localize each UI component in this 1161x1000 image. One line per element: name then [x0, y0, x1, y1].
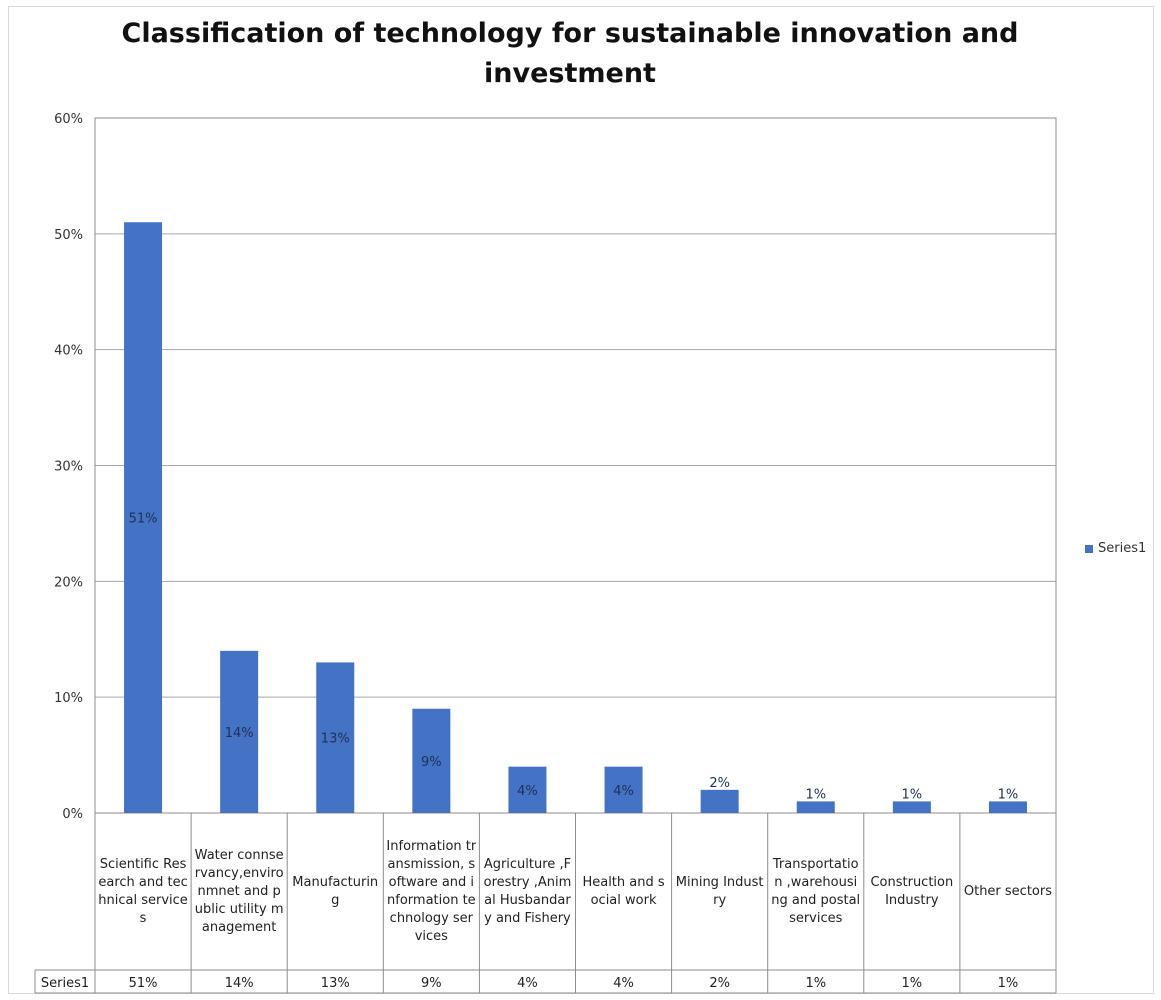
table-series-name: Series1 [41, 976, 89, 991]
category-label: Health and social work [582, 874, 665, 908]
y-tick-label: 40% [54, 344, 83, 359]
category-label-box: Scientific Research and technical servic… [98, 856, 188, 926]
bar [316, 662, 355, 813]
category-label: Manufacturing [292, 874, 379, 908]
category-label: Construction Industry [870, 874, 954, 908]
category-label-box: Mining Industry [675, 874, 764, 908]
table-value-cell: 4% [517, 976, 538, 991]
category-label: Transportation ,warehousing and postal s… [771, 856, 861, 926]
y-tick-label: 60% [54, 112, 83, 127]
data-table: Series1 51% 14% 13% 9% 4% 4% 2% 1% 1% 1% [34, 813, 1057, 994]
y-tick-label: 20% [54, 575, 83, 590]
category-label-box: Other sectors [963, 883, 1052, 899]
category-label: Water connservancy,environmnet and publi… [194, 847, 284, 935]
bar [892, 801, 931, 813]
bar [220, 650, 259, 813]
y-tick-label: 50% [54, 228, 83, 243]
category-labels: Scientific Research and technical servic… [98, 838, 1052, 944]
table-value-cell: 1% [805, 976, 826, 991]
y-tick-label: 30% [54, 460, 83, 475]
category-label-box: Transportation ,warehousing and postal s… [771, 856, 861, 926]
data-label: 4% [517, 784, 538, 799]
category-label-box: Manufacturing [292, 874, 379, 908]
legend: Series1 [1085, 541, 1146, 556]
table-value-cell: 4% [613, 976, 634, 991]
table-value-cell: 13% [321, 976, 350, 991]
category-label: Information transmission, software and i… [386, 838, 477, 944]
data-label: 1% [902, 787, 923, 802]
data-label: 9% [421, 755, 442, 770]
table-value-cell: 51% [129, 976, 158, 991]
bars: 51% 14% 13% 9% 4% 4% 2% 1% 1% 1% [124, 222, 1027, 813]
data-label: 4% [613, 784, 634, 799]
data-label: 1% [998, 787, 1019, 802]
data-label: 51% [129, 512, 158, 527]
category-label: Agriculture ,Forestry ,Animal Husbandary… [483, 856, 572, 926]
y-axis-ticks: 0% 10% 20% 30% 40% 50% 60% [54, 112, 83, 822]
legend-swatch [1085, 544, 1093, 553]
table-value-cell: 2% [709, 976, 730, 991]
category-label: Other sectors [963, 883, 1052, 899]
bar [700, 789, 739, 813]
category-label-box: Water connservancy,environmnet and publi… [194, 847, 284, 935]
category-label-box: Agriculture ,Forestry ,Animal Husbandary… [483, 856, 572, 926]
y-tick-label: 10% [54, 691, 83, 706]
chart-title: Classification of technology for sustain… [121, 18, 1019, 89]
bar [604, 766, 643, 813]
table-value-cell: 1% [998, 976, 1019, 991]
bar [508, 766, 547, 813]
category-label-box: Construction Industry [870, 874, 954, 908]
bar [124, 222, 163, 813]
table-value-cell: 1% [902, 976, 923, 991]
data-label: 13% [321, 732, 350, 747]
table-value-cell: 9% [421, 976, 442, 991]
bar [412, 708, 451, 813]
bar [988, 801, 1027, 813]
data-label: 1% [805, 787, 826, 802]
category-label-box: Information transmission, software and i… [386, 838, 477, 944]
y-tick-label: 0% [62, 807, 83, 822]
data-label: 2% [709, 776, 730, 791]
category-label-box: Health and social work [582, 874, 665, 908]
table-value-cell: 14% [225, 976, 254, 991]
gridlines [94, 117, 1057, 814]
data-label: 14% [225, 726, 254, 741]
category-label: Mining Industry [675, 874, 764, 908]
legend-label: Series1 [1098, 541, 1147, 556]
category-label: Scientific Research and technical servic… [98, 856, 188, 926]
bar [796, 801, 835, 813]
